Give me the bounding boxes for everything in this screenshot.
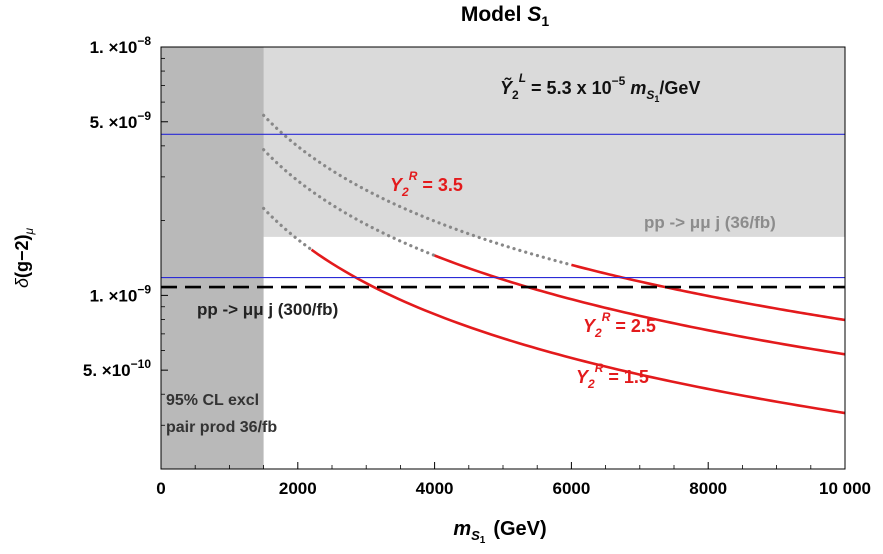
dotted-curve-1 [262, 148, 437, 258]
y-tick-label-2: 1. ×10−9 [90, 282, 152, 305]
x-tick-label-0: 0 [156, 479, 165, 498]
y-tick-label-3: 5. ×10−10 [83, 357, 151, 380]
dotted-curve-2 [262, 206, 314, 252]
dotted-excluded-curves [262, 113, 573, 267]
label-dilepton-300fb: pp -> μμ j (300/fb) [197, 300, 338, 319]
label-dilepton-36fb: pp -> μμ j (36/fb) [644, 213, 776, 232]
svg-text:Y2R = 1.5: Y2R = 1.5 [576, 361, 649, 391]
x-tick-label-5: 10 000 [819, 479, 871, 498]
svg-text:Y2R = 3.5: Y2R = 3.5 [390, 169, 463, 199]
y-ticks: 1. ×10−8 5. ×10−9 1. ×10−9 5. ×10−10 [83, 34, 168, 470]
y-tick-label-0: 1. ×10−8 [90, 34, 152, 57]
coupling-curves [310, 248, 846, 415]
label-pair-production-line2: pair prod 36/fb [166, 419, 277, 436]
excluded-dilepton-36fb-region [161, 47, 845, 237]
excluded-pair-production-region [161, 47, 264, 469]
curve-2 [310, 248, 846, 415]
series-label-2-5: Y2R = 2.5 [583, 310, 656, 340]
curve-0 [571, 263, 846, 322]
svg-text:Y2R = 2.5: Y2R = 2.5 [583, 310, 656, 340]
y-tick-label-1: 5. ×10−9 [90, 109, 152, 132]
y-axis-label: δ(g−2)μ [12, 228, 36, 289]
x-ticks: 0 2000 4000 6000 8000 10 000 [156, 462, 871, 498]
x-tick-label-4: 8000 [689, 479, 727, 498]
dotted-curve-0 [262, 113, 573, 267]
plot-area: 0 2000 4000 6000 8000 10 000 1. ×10−8 5. ×10−9… [83, 34, 871, 498]
coupling-note: Ỹ2L = 5.3 x 10−5 mS1/GeV [500, 71, 700, 104]
x-axis-label: mS1(GeV) [453, 518, 546, 546]
label-pair-production-line1: 95% CL excl [166, 392, 259, 409]
series-label-3-5: Y2R = 3.5 [390, 169, 463, 199]
series-label-1-5: Y2R = 1.5 [576, 361, 649, 391]
x-tick-label-1: 2000 [279, 479, 317, 498]
curve-1 [434, 254, 846, 356]
chart-title: Model S1 [461, 3, 550, 29]
x-tick-label-2: 4000 [416, 479, 454, 498]
x-tick-label-3: 6000 [552, 479, 590, 498]
